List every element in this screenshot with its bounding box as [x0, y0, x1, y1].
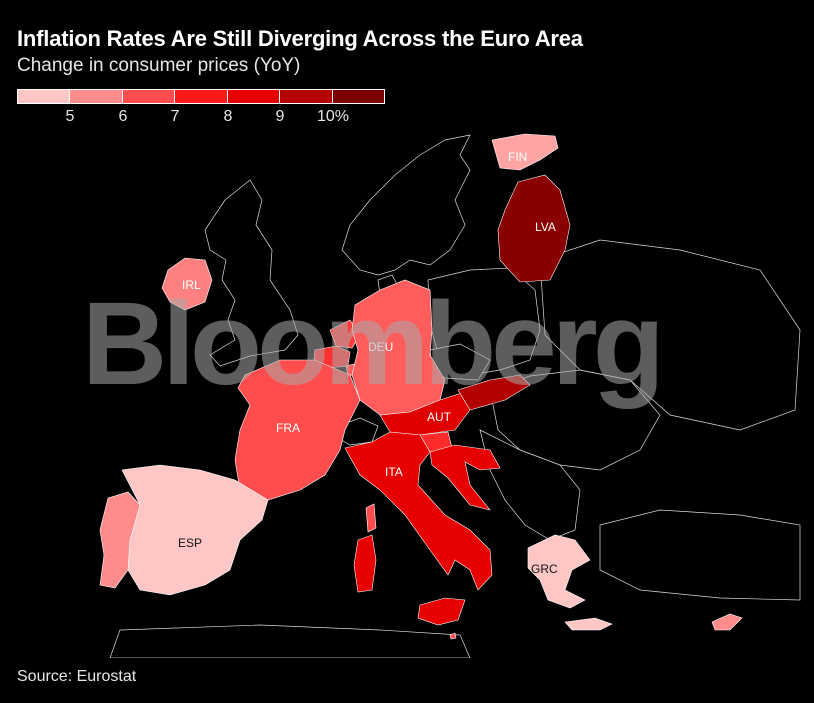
source-note: Source: Eurostat	[17, 668, 137, 685]
label-esp: ESP	[178, 536, 202, 550]
country-lva	[497, 174, 571, 283]
legend-label-7: 7	[170, 108, 180, 125]
legend-label-10: 10%	[316, 108, 350, 125]
country-fra	[234, 359, 361, 501]
legend-swatch-5	[227, 90, 281, 103]
legend-swatch-2	[70, 90, 123, 103]
country-nor-swe	[341, 134, 471, 276]
country-east	[539, 239, 801, 431]
label-lva: LVA	[535, 220, 556, 234]
country-ita	[344, 431, 493, 591]
legend-swatch-7	[332, 90, 384, 103]
country-ita-sicily	[417, 597, 466, 626]
country-ita-sardinia	[353, 534, 377, 593]
country-hun-rou	[489, 369, 661, 471]
country-prt	[99, 491, 141, 589]
country-fin	[491, 133, 559, 171]
legend-swatch-1	[18, 90, 71, 103]
label-fra: FRA	[276, 421, 300, 435]
label-irl: IRL	[182, 278, 201, 292]
label-aut: AUT	[427, 410, 452, 424]
chart-title: Inflation Rates Are Still Diverging Acro…	[17, 26, 583, 51]
color-legend: 5 6 7 8 9 10%	[17, 89, 387, 125]
non-euro-land	[109, 134, 801, 658]
legend-label-9: 9	[275, 108, 285, 125]
europe-map: FIN LVA IRL DEU FRA AUT ITA ESP GRC	[99, 133, 801, 658]
country-tur	[599, 509, 801, 601]
country-hrv	[429, 444, 501, 511]
country-grc	[527, 534, 591, 609]
country-irl	[161, 257, 213, 311]
legend-labels: 5 6 7 8 9 10%	[17, 104, 387, 125]
country-balkans	[479, 429, 581, 541]
country-grc-crete	[564, 617, 613, 631]
country-svk	[457, 374, 531, 411]
country-nafrica	[109, 624, 471, 658]
legend-label-5: 5	[65, 108, 75, 125]
legend-bar	[17, 89, 385, 104]
legend-swatch-3	[122, 90, 176, 103]
label-deu: DEU	[368, 340, 393, 354]
label-ita: ITA	[385, 465, 403, 479]
label-grc: GRC	[531, 562, 558, 576]
country-mlt	[449, 632, 457, 640]
country-gbr	[204, 179, 299, 367]
euro-area	[99, 133, 743, 640]
legend-label-8: 8	[223, 108, 233, 125]
chart-subtitle: Change in consumer prices (YoY)	[17, 55, 301, 76]
country-cyp	[711, 613, 743, 631]
legend-label-6: 6	[118, 108, 128, 125]
label-fin: FIN	[508, 150, 527, 164]
legend-swatch-6	[280, 90, 333, 103]
legend-swatch-4	[175, 90, 228, 103]
country-fra-corsica	[365, 503, 377, 533]
